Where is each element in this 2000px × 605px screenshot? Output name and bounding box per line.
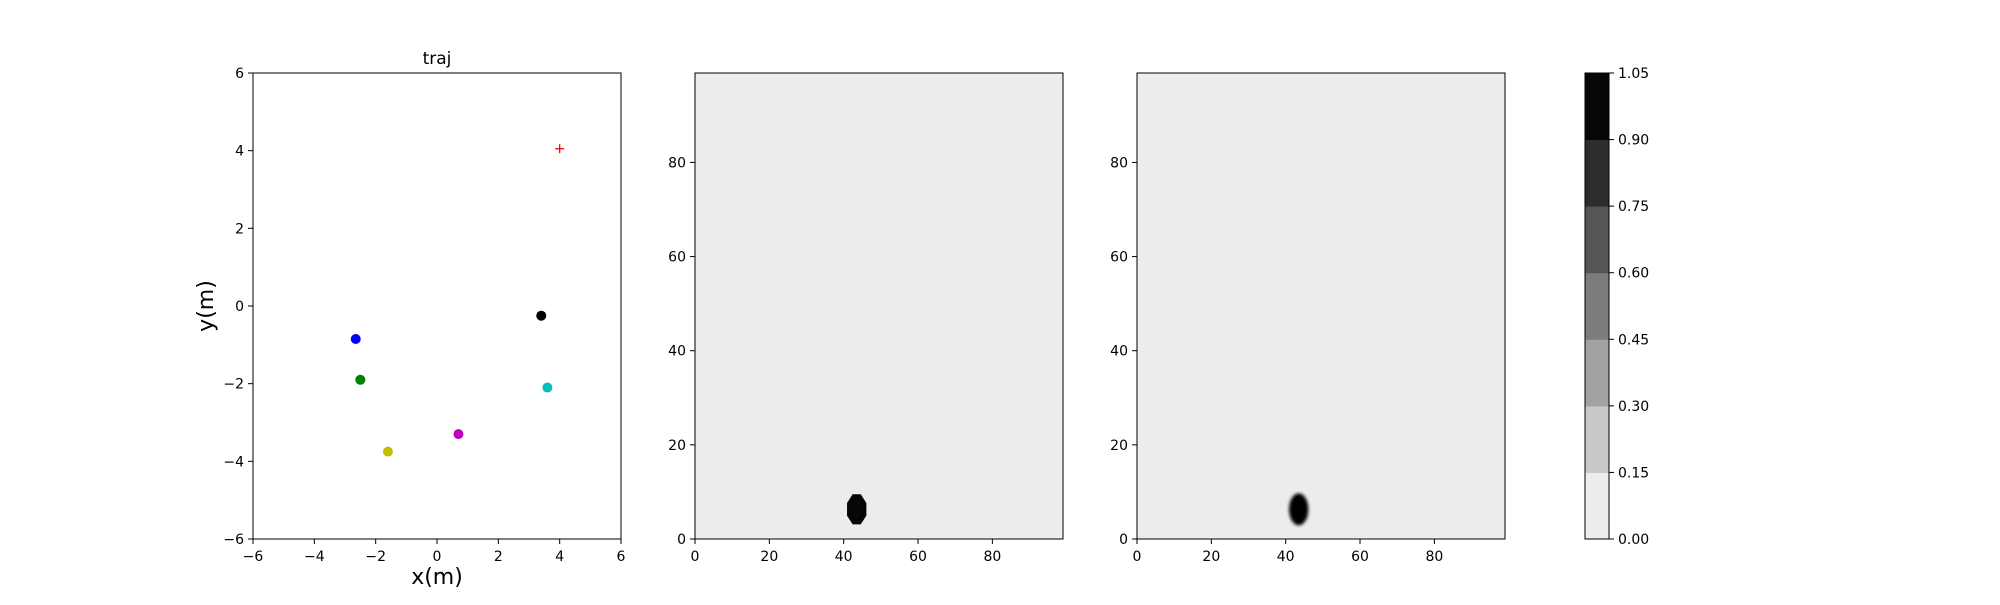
traj-x-tick-label: 2 <box>494 549 503 565</box>
heatmap-1-y-tick-label: 0 <box>677 532 686 548</box>
heatmap-2-y-tick-label: 80 <box>1110 155 1128 171</box>
heatmap-2-x-tick-label: 40 <box>1277 549 1295 565</box>
colorbar-band <box>1585 472 1609 540</box>
traj-x-tick-label: 4 <box>555 549 564 565</box>
heatmap-1-marks <box>695 73 1063 539</box>
heatmap-panel-2: 0 20 40 60 80 0 20 40 60 80 <box>1110 72 1506 565</box>
colorbar-tick-label: 0.00 <box>1618 532 1649 548</box>
traj-panel: traj −6 −4 −2 0 2 4 6 −6 −4 −2 0 2 4 6 x(m) y(m) <box>194 49 626 590</box>
heatmap-2-y-tick-label: 0 <box>1119 532 1128 548</box>
heatmap-2-background <box>1137 73 1505 539</box>
colorbar: 0.00 0.15 0.30 0.45 0.60 0.75 0.90 1.05 <box>1584 66 1649 548</box>
traj-point <box>542 382 553 393</box>
traj-marks <box>350 144 565 457</box>
traj-point <box>355 374 366 385</box>
colorbar-band <box>1585 206 1609 274</box>
heatmap-2-x-tick-label: 0 <box>1133 549 1142 565</box>
heatmap-1-y-tick-label: 60 <box>668 250 686 266</box>
colorbar-tick-label: 0.60 <box>1618 266 1649 282</box>
colorbar-tick-label: 0.15 <box>1618 465 1649 481</box>
colorbar-tick-label: 0.90 <box>1618 133 1649 149</box>
traj-x-tick-label: 6 <box>617 549 626 565</box>
heatmap-2-y-tick-label: 60 <box>1110 250 1128 266</box>
colorbar-bands <box>1585 73 1609 540</box>
traj-point <box>350 334 361 345</box>
heatmap-panel-1: 0 20 40 60 80 0 20 40 60 80 <box>668 72 1064 565</box>
heatmap-1-x-tick-label: 0 <box>691 549 700 565</box>
traj-y-tick-label: 0 <box>235 299 244 315</box>
colorbar-band <box>1585 339 1609 407</box>
traj-y-tick-label: 4 <box>235 144 244 160</box>
traj-x-tick-label: 0 <box>433 549 442 565</box>
heatmap-2-x-tick-label: 80 <box>1425 549 1443 565</box>
traj-y-tick-label: 6 <box>235 66 244 82</box>
traj-y-tick-label: −2 <box>223 377 244 393</box>
heatmap-2-frame <box>1136 72 1506 540</box>
heatmap-1-y-tick-label: 40 <box>668 344 686 360</box>
heatmap-2-blob <box>1289 493 1309 526</box>
colorbar-ticks: 0.00 0.15 0.30 0.45 0.60 0.75 0.90 1.05 <box>1609 66 1649 548</box>
heatmap-1-y-tick-label: 80 <box>668 155 686 171</box>
traj-x-tick-label: −4 <box>304 549 325 565</box>
traj-point <box>536 310 547 321</box>
traj-ticks: −6 −4 −2 0 2 4 6 −6 −4 −2 0 2 4 6 <box>223 66 625 565</box>
heatmap-1-blob <box>847 494 867 525</box>
colorbar-band <box>1585 272 1609 340</box>
traj-y-tick-label: −6 <box>223 532 244 548</box>
colorbar-frame <box>1584 72 1610 540</box>
traj-y-tick-label: −4 <box>223 454 244 470</box>
colorbar-band <box>1585 139 1609 207</box>
heatmap-2-y-tick-label: 40 <box>1110 344 1128 360</box>
traj-point <box>453 429 464 440</box>
traj-x-tick-label: −6 <box>243 549 264 565</box>
heatmap-1-x-tick-label: 20 <box>760 549 778 565</box>
traj-plot-frame <box>252 72 622 540</box>
colorbar-band <box>1585 73 1609 141</box>
traj-y-axis-label: y(m) <box>194 280 219 332</box>
heatmap-1-frame <box>694 72 1064 540</box>
heatmap-1-x-tick-label: 80 <box>983 549 1001 565</box>
heatmap-1-y-tick-label: 20 <box>668 438 686 454</box>
heatmap-2-y-tick-label: 20 <box>1110 438 1128 454</box>
colorbar-band <box>1585 405 1609 473</box>
traj-x-tick-label: −2 <box>365 549 386 565</box>
traj-title: traj <box>423 49 452 69</box>
heatmap-1-ticks: 0 20 40 60 80 0 20 40 60 80 <box>668 155 1001 565</box>
heatmap-2-x-tick-label: 20 <box>1202 549 1220 565</box>
colorbar-tick-label: 0.30 <box>1618 399 1649 415</box>
traj-point <box>382 446 393 457</box>
traj-goal-marker <box>555 144 565 154</box>
heatmap-1-x-tick-label: 40 <box>835 549 853 565</box>
heatmap-2-x-tick-label: 60 <box>1351 549 1369 565</box>
heatmap-1-background <box>695 73 1063 539</box>
heatmap-1-x-tick-label: 60 <box>909 549 927 565</box>
colorbar-tick-label: 1.05 <box>1618 66 1649 82</box>
heatmap-2-ticks: 0 20 40 60 80 0 20 40 60 80 <box>1110 155 1443 565</box>
heatmap-2-marks <box>1137 73 1505 539</box>
traj-x-axis-label: x(m) <box>411 565 463 590</box>
traj-y-tick-label: 2 <box>235 221 244 237</box>
colorbar-tick-label: 0.45 <box>1618 332 1649 348</box>
colorbar-tick-label: 0.75 <box>1618 199 1649 215</box>
